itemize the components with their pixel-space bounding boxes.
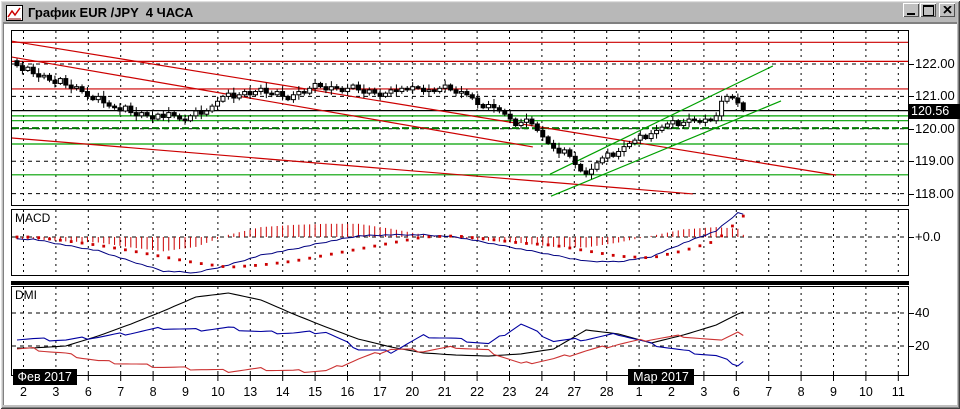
maximize-icon (922, 4, 934, 16)
date-axis-label: 13 (243, 385, 258, 399)
date-axis-label: 9 (182, 385, 189, 399)
panel-splitter[interactable] (11, 281, 909, 285)
date-axis-label: 27 (567, 385, 582, 399)
date-axis-label: 2 (20, 385, 27, 399)
date-axis-label: 11 (891, 385, 905, 399)
date-axis-label: 2 (668, 385, 675, 399)
date-axis-label: 28 (599, 385, 614, 399)
month-marker: Фев 2017 (12, 369, 77, 385)
price-axis-tick (909, 96, 914, 98)
current-price-badge: 120.56 (909, 103, 960, 119)
close-icon (942, 6, 952, 14)
dmi-panel[interactable] (11, 286, 909, 376)
price-axis-tick (909, 161, 914, 163)
date-axis-label: 7 (117, 385, 125, 399)
price-axis-label: 121.00 (915, 88, 955, 104)
date-axis-label: 17 (372, 385, 387, 399)
date-axis-label: 10 (858, 385, 873, 399)
date-axis-label: 6 (84, 385, 92, 399)
date-axis-label: 14 (275, 385, 290, 399)
title-bar[interactable]: График EUR /JPY 4 ЧАСА (3, 3, 957, 23)
date-axis-label: 8 (797, 385, 805, 399)
price-axis-tick (909, 128, 914, 130)
macd-panel-label: MACD (15, 211, 51, 225)
date-axis-label: 3 (700, 385, 708, 399)
date-axis-label: 9 (830, 385, 837, 399)
date-axis (23, 373, 899, 381)
close-button[interactable] (939, 3, 955, 17)
minimize-button[interactable] (903, 3, 919, 17)
date-axis-label: 3 (52, 385, 60, 399)
price-axis-label: 122.00 (915, 56, 955, 71)
price-axis-tick (909, 64, 914, 65)
date-axis-label: 10 (210, 385, 225, 399)
line-chart-icon (6, 4, 23, 21)
macd-zero-tick (909, 237, 914, 238)
date-axis-label: 6 (732, 385, 740, 399)
date-axis-label: 24 (534, 385, 549, 399)
date-axis-label: 21 (437, 385, 452, 399)
month-marker: Мар 2017 (628, 369, 694, 385)
dmi-scale-tick (909, 346, 914, 347)
date-axis-label: 8 (149, 385, 157, 399)
price-axis-label: 119.00 (915, 153, 954, 169)
dmi-scale-label: 20 (915, 338, 930, 353)
macd-panel[interactable] (11, 209, 909, 276)
date-axis-label: 1 (635, 385, 643, 399)
price-axis-label: 120.00 (915, 120, 955, 136)
date-axis-label: 7 (765, 385, 773, 399)
date-axis-label: 20 (405, 385, 420, 399)
date-axis-label: 22 (470, 385, 485, 399)
price-panel[interactable] (11, 30, 909, 206)
maximize-button[interactable] (920, 3, 936, 17)
date-axis-label: 15 (308, 385, 323, 399)
date-axis-label: 23 (502, 385, 517, 399)
price-axis-tick (909, 193, 914, 195)
price-axis-label: 118.00 (915, 185, 954, 201)
dmi-scale-tick (909, 313, 914, 314)
dmi-scale-label: 40 (915, 305, 930, 320)
minimize-icon (907, 12, 915, 15)
chart-content-area: MACD DMI 120.56 122.00 121.00 120.00 119.00… (3, 23, 960, 405)
macd-zero-label: +0.0 (915, 229, 941, 244)
date-axis-label: 16 (340, 385, 355, 399)
dmi-panel-label: DMI (15, 288, 37, 302)
window-title: График EUR /JPY 4 ЧАСА (28, 5, 194, 20)
